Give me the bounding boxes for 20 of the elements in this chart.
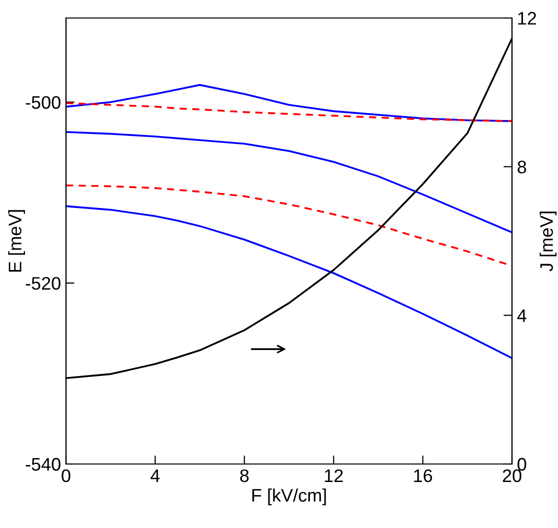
y-tick-label: -520 bbox=[26, 277, 60, 290]
x-tick-label: 12 bbox=[324, 469, 343, 482]
y-tick-label: -500 bbox=[26, 96, 60, 109]
y2-tick-label: 4 bbox=[517, 309, 526, 322]
x-tick-label: 0 bbox=[62, 469, 70, 482]
line-series bbox=[66, 102, 512, 122]
x-tick-label: 8 bbox=[240, 469, 249, 482]
x-tick-label: 20 bbox=[502, 469, 522, 482]
line-series bbox=[66, 205, 512, 360]
x-tick-label: 16 bbox=[414, 469, 432, 482]
line-series bbox=[66, 184, 512, 267]
y-tick-label: -540 bbox=[26, 458, 60, 471]
y2-tick-label: 12 bbox=[518, 12, 536, 25]
y2-tick-label: 0 bbox=[518, 458, 526, 471]
x-axis-title: F [kV/cm] bbox=[252, 488, 326, 506]
x-tick-label: 4 bbox=[150, 470, 160, 482]
line-series bbox=[66, 131, 512, 234]
y2-axis-title: J [meV] bbox=[540, 212, 557, 272]
y2-tick-label: 8 bbox=[518, 160, 526, 174]
y-axis-title: E [meV] bbox=[8, 210, 26, 272]
